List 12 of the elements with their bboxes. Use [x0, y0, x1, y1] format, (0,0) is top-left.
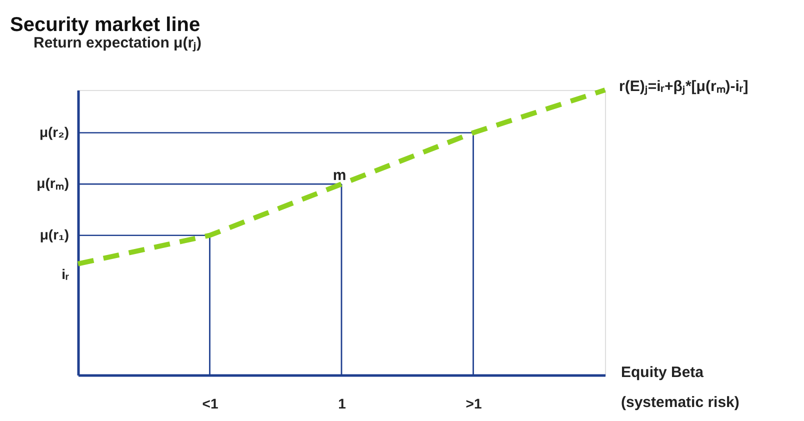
series-label: r(E)ⱼ=iᵣ+βⱼ*[μ(rₘ)-iᵣ] — [619, 78, 748, 95]
x-tick-label: <1 — [202, 396, 218, 412]
x-axis-title: Equity Beta (systematic risk) — [621, 364, 740, 411]
x-tick-label: >1 — [466, 396, 482, 412]
x-tick-label: 1 — [338, 396, 346, 412]
annotation: m — [332, 167, 346, 184]
series-label: μ(r₂) — [39, 124, 69, 140]
text: iᵣ — [62, 266, 70, 282]
series-label: μ(r₁) — [40, 226, 69, 242]
y-axis-title: Return expectation μ(rⱼ) — [34, 34, 202, 52]
series-label: μ(rₘ) — [36, 175, 69, 192]
chart-title: Security market line — [10, 14, 200, 36]
